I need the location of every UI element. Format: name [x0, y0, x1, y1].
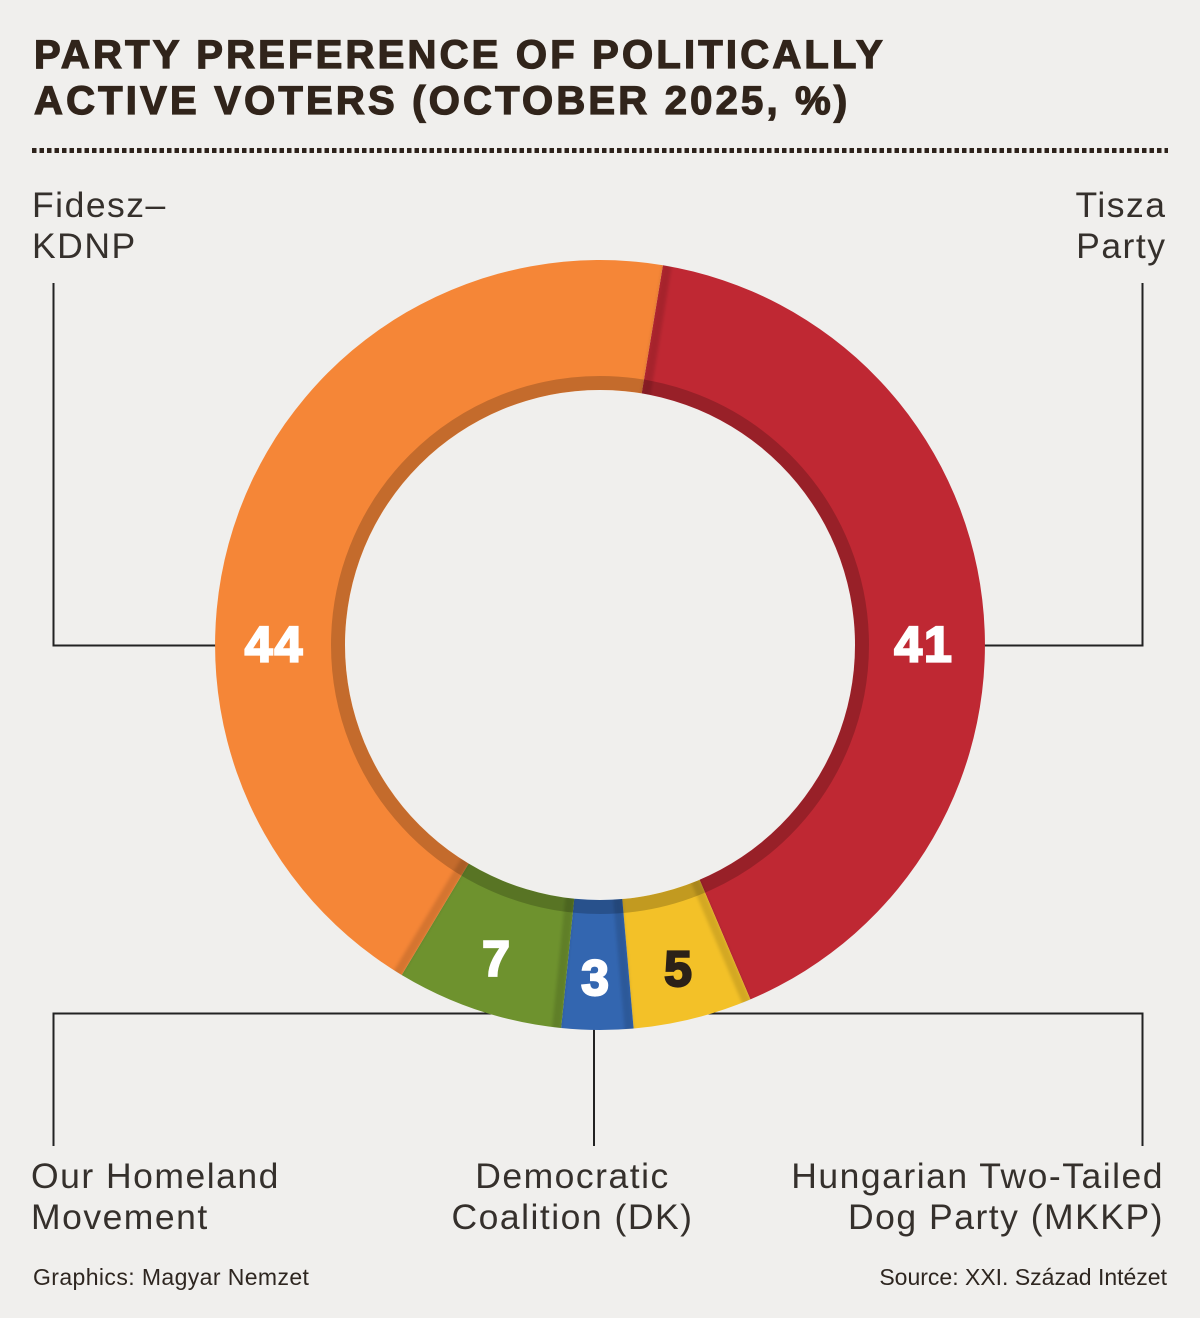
- svg-text:3: 3: [581, 950, 611, 1006]
- svg-text:7: 7: [482, 931, 512, 987]
- svg-text:5: 5: [664, 941, 694, 997]
- svg-text:41: 41: [894, 617, 954, 673]
- svg-text:44: 44: [245, 617, 305, 673]
